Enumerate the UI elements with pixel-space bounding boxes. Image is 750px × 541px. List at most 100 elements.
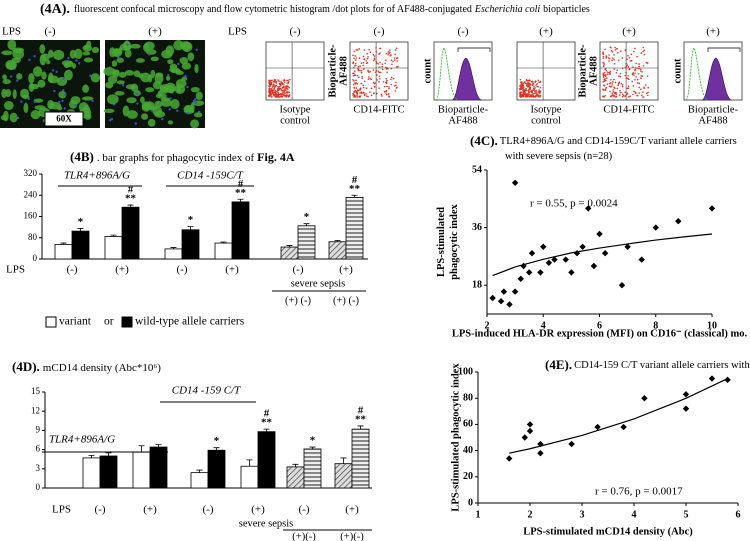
cell — [12, 48, 25, 60]
nucleus — [62, 88, 65, 92]
event — [626, 64, 629, 66]
error-bar — [187, 226, 194, 230]
nucleus — [198, 110, 201, 113]
event — [376, 92, 378, 95]
y-tick-label: 80 — [28, 232, 38, 242]
event — [632, 93, 634, 96]
bar — [71, 230, 90, 260]
event — [634, 72, 636, 74]
nucleus — [195, 48, 198, 52]
chart-title: (4E). CD14-159 C/T variant allele carrier… — [545, 357, 750, 372]
event — [272, 84, 274, 87]
event — [634, 69, 636, 72]
event — [528, 96, 531, 98]
event — [612, 57, 614, 59]
significance-mark: ** — [355, 413, 367, 425]
x-tick-label: (+) — [143, 504, 157, 516]
significance-mark: * — [78, 216, 84, 228]
error-bar — [138, 445, 145, 453]
event — [617, 52, 619, 54]
event — [359, 65, 361, 67]
y-tick-label: 6 — [36, 444, 41, 454]
x-tick-label: (+) — [345, 504, 359, 516]
event — [539, 92, 541, 94]
significance-mark: ** — [235, 187, 247, 199]
cell — [46, 59, 51, 65]
error-bar — [246, 459, 253, 467]
event — [638, 65, 640, 68]
cell — [1, 88, 8, 98]
cell — [7, 39, 17, 51]
cell — [114, 91, 125, 96]
cell — [37, 79, 46, 88]
event — [363, 93, 366, 95]
event — [619, 91, 622, 94]
event — [390, 67, 393, 70]
event — [274, 91, 277, 93]
event — [352, 72, 354, 75]
cell — [41, 71, 47, 80]
point — [537, 450, 544, 457]
event — [537, 86, 539, 88]
significance-mark: ** — [125, 193, 137, 205]
event — [385, 92, 387, 94]
y-tick-label: 100 — [458, 366, 473, 377]
histogram — [701, 57, 733, 101]
event — [524, 95, 527, 98]
event — [393, 85, 396, 87]
bar — [104, 236, 123, 260]
event — [613, 54, 615, 56]
cell — [78, 102, 89, 113]
event — [525, 79, 528, 82]
point — [537, 440, 544, 448]
event — [373, 55, 376, 57]
event — [286, 79, 288, 82]
sepsis-status: (+)(-) — [292, 531, 316, 541]
legend-label: variant — [59, 316, 92, 328]
cell — [16, 73, 23, 80]
event — [362, 91, 365, 94]
event — [355, 79, 357, 82]
event — [375, 47, 377, 49]
event — [603, 64, 605, 66]
nucleus — [61, 99, 64, 103]
event — [626, 58, 628, 61]
event — [363, 49, 366, 51]
event — [526, 93, 529, 96]
event — [370, 87, 373, 90]
event — [647, 91, 649, 94]
event — [356, 92, 359, 95]
x-tick-label: 6 — [736, 509, 741, 520]
event — [621, 57, 624, 59]
event — [604, 71, 606, 74]
event — [369, 77, 371, 80]
event — [608, 54, 610, 56]
event — [275, 82, 278, 84]
nucleus — [74, 103, 77, 107]
point — [506, 301, 513, 308]
event — [376, 79, 378, 81]
event — [282, 85, 285, 88]
cell — [174, 83, 186, 94]
event — [605, 88, 607, 90]
event — [609, 70, 612, 73]
event — [281, 96, 283, 98]
point — [551, 256, 558, 263]
cell — [82, 51, 91, 56]
event — [367, 95, 369, 98]
condition-label: (-) — [458, 26, 469, 38]
bar — [345, 196, 364, 260]
event — [377, 63, 380, 65]
event — [358, 48, 361, 50]
y-tick-label: 36 — [472, 222, 482, 233]
event — [602, 76, 605, 78]
event — [385, 68, 388, 70]
point — [620, 423, 627, 431]
y-axis-label: LPS-stimulated — [436, 207, 447, 277]
x-tick-label: (-) — [203, 504, 214, 516]
event — [533, 85, 535, 88]
cell — [157, 90, 163, 97]
y-tick-label: 0 — [468, 497, 473, 508]
cell — [154, 110, 166, 118]
